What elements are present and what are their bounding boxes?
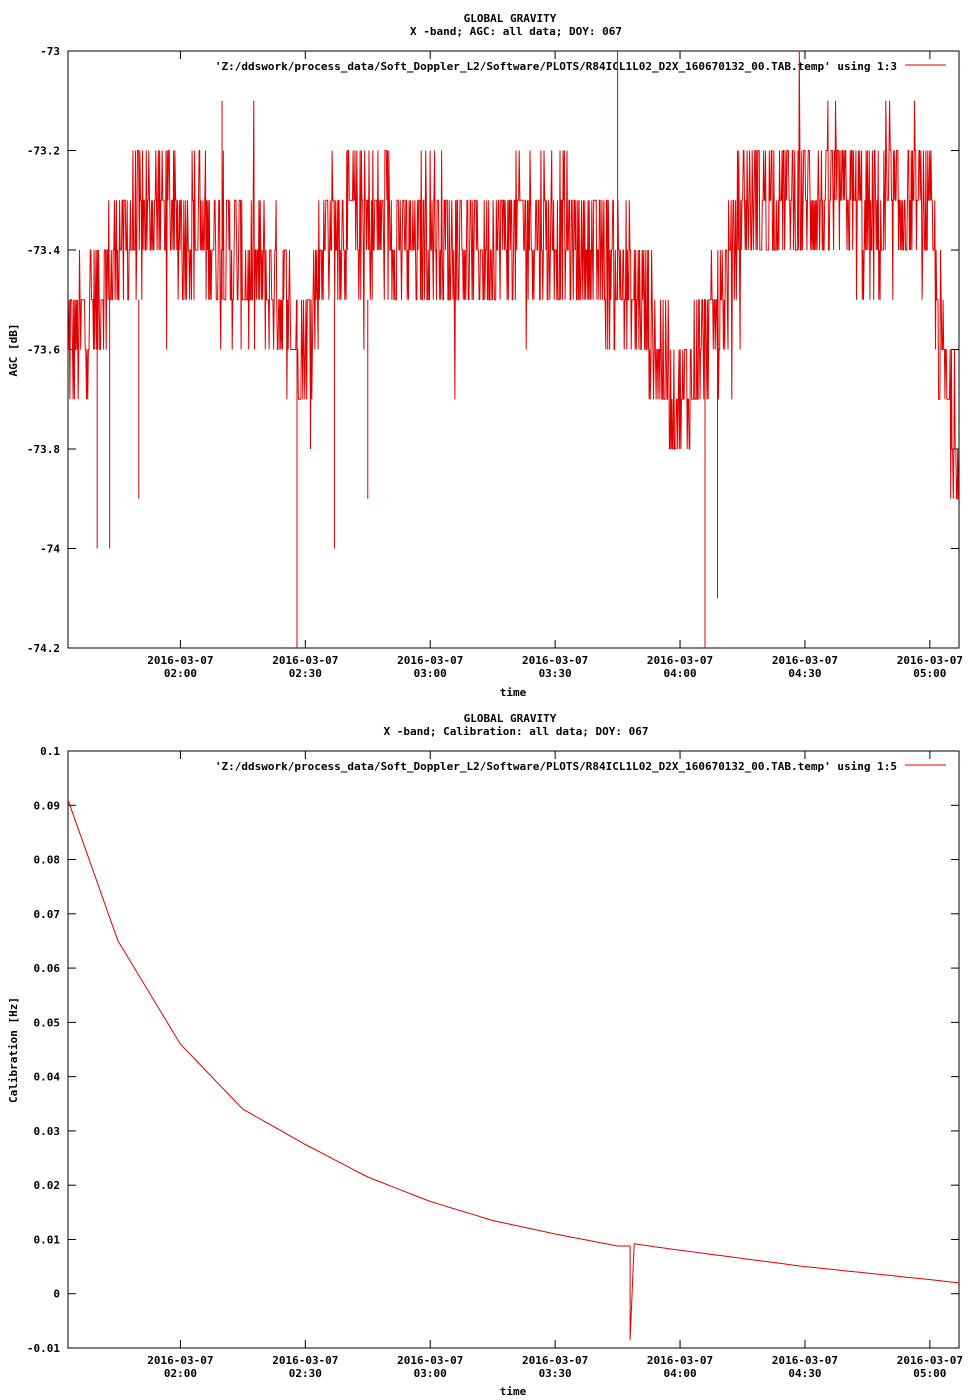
y-axis-label: AGC [dB] (7, 324, 20, 377)
x-axis: 2016-03-0702:002016-03-0702:302016-03-07… (147, 51, 963, 680)
y-axis: -73 -73.2 -73.4 -73.6 -73.8 -74 -74.2 (27, 45, 959, 655)
series-agc (68, 50, 959, 648)
y-tick-label: -73 (40, 45, 60, 58)
x-tick-time: 02:30 (289, 1367, 322, 1380)
x-tick-date: 2016-03-07 (522, 1354, 588, 1367)
y-tick-label: 0.05 (34, 1016, 61, 1029)
y-tick-label: 0.08 (34, 854, 61, 867)
x-tick-date: 2016-03-07 (897, 654, 963, 667)
legend-label: 'Z:/ddswork/process_data/Soft_Doppler_L2… (215, 60, 897, 73)
x-tick-date: 2016-03-07 (147, 1354, 213, 1367)
x-tick-time: 02:30 (289, 667, 322, 680)
x-tick-date: 2016-03-07 (772, 654, 838, 667)
x-tick-date: 2016-03-07 (272, 654, 338, 667)
y-tick-label: 0.02 (34, 1179, 61, 1192)
x-tick-date: 2016-03-07 (647, 1354, 713, 1367)
calibration-line (67, 799, 960, 1340)
x-axis-label: time (500, 686, 527, 699)
chart-subtitle: X -band; Calibration: all data; DOY: 067 (384, 725, 649, 738)
x-tick-date: 2016-03-07 (897, 1354, 963, 1367)
legend: 'Z:/ddswork/process_data/Soft_Doppler_L2… (215, 60, 946, 73)
y-tick-label: 0.06 (34, 962, 61, 975)
x-tick-date: 2016-03-07 (647, 654, 713, 667)
chart-title: GLOBAL GRAVITY (464, 12, 557, 25)
x-tick-time: 04:00 (663, 667, 696, 680)
y-tick-label: -73.6 (27, 344, 60, 357)
series-calibration (67, 799, 960, 1340)
x-axis: 2016-03-0702:002016-03-0702:302016-03-07… (147, 751, 963, 1380)
y-tick-label: 0.07 (34, 908, 61, 921)
y-tick-label: 0.09 (34, 799, 61, 812)
x-tick-time: 04:30 (788, 1367, 821, 1380)
y-tick-label: -73.8 (27, 443, 60, 456)
x-tick-time: 03:00 (414, 667, 447, 680)
y-tick-label: 0 (53, 1288, 60, 1301)
x-axis-label: time (500, 1385, 527, 1398)
y-tick-label: -73.2 (27, 145, 60, 158)
x-tick-time: 05:00 (913, 667, 946, 680)
plot-frame (67, 50, 960, 649)
x-tick-time: 03:00 (414, 1367, 447, 1380)
x-tick-time: 03:30 (539, 667, 572, 680)
y-axis: 0.1 0.09 0.08 0.07 0.06 0.05 0.04 0.03 0.02 0.01 0… (27, 745, 959, 1355)
y-tick-label: -73.4 (27, 244, 60, 257)
x-tick-date: 2016-03-07 (147, 654, 213, 667)
y-tick-label: 0.1 (40, 745, 60, 758)
x-tick-date: 2016-03-07 (397, 654, 463, 667)
x-tick-time: 05:00 (913, 1367, 946, 1380)
legend-label: 'Z:/ddswork/process_data/Soft_Doppler_L2… (215, 760, 897, 773)
legend: 'Z:/ddswork/process_data/Soft_Doppler_L2… (215, 760, 946, 773)
y-tick-label: -0.01 (27, 1342, 60, 1355)
y-axis-label: Calibration [Hz] (7, 997, 20, 1103)
x-tick-date: 2016-03-07 (522, 654, 588, 667)
calibration-chart: GLOBAL GRAVITY X -band; Calibration: all… (7, 712, 963, 1398)
x-tick-time: 03:30 (539, 1367, 572, 1380)
y-tick-label: 0.03 (34, 1125, 61, 1138)
x-tick-time: 04:30 (788, 667, 821, 680)
y-tick-label: 0.04 (34, 1071, 61, 1084)
x-tick-date: 2016-03-07 (772, 1354, 838, 1367)
plot-frame (67, 750, 960, 1349)
x-tick-time: 02:00 (164, 1367, 197, 1380)
y-tick-label: 0.01 (34, 1233, 61, 1246)
y-tick-label: -74.2 (27, 642, 60, 655)
y-tick-label: -74 (40, 543, 60, 556)
x-tick-date: 2016-03-07 (397, 1354, 463, 1367)
x-tick-time: 04:00 (663, 1367, 696, 1380)
agc-line (68, 50, 959, 500)
agc-chart: GLOBAL GRAVITY X -band; AGC: all data; D… (7, 12, 963, 699)
chart-title: GLOBAL GRAVITY (464, 712, 557, 725)
chart-subtitle: X -band; AGC: all data; DOY: 067 (410, 25, 622, 38)
x-tick-date: 2016-03-07 (272, 1354, 338, 1367)
x-tick-time: 02:00 (164, 667, 197, 680)
